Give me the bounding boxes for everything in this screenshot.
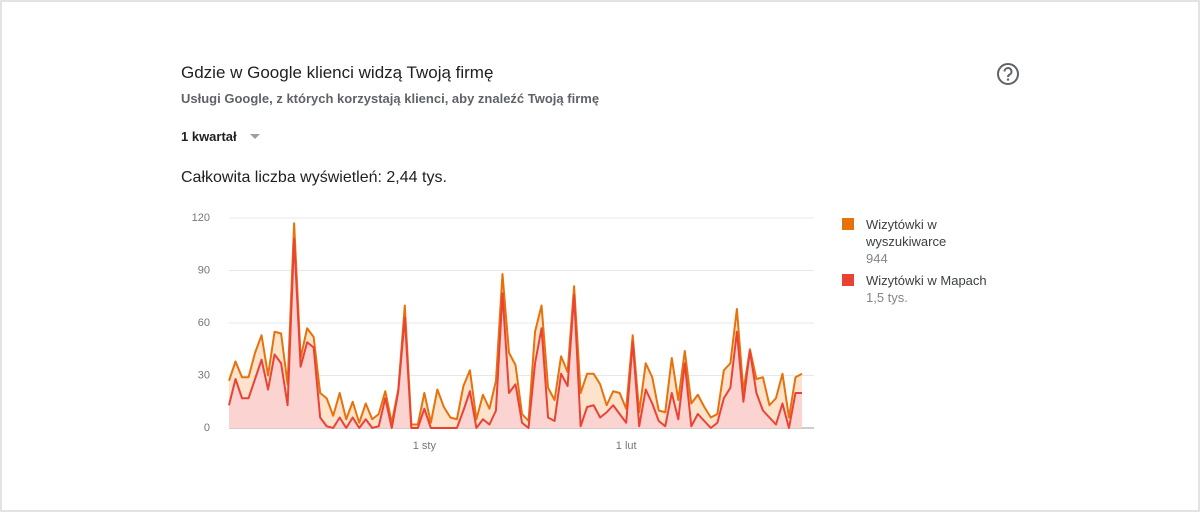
y-tick-label: 0 [204,422,210,434]
subtitle: Usługi Google, z których korzystają klie… [181,91,600,106]
series-line [228,238,802,429]
legend-item: Wizytówki w wyszukiwarce 944 [842,216,1012,268]
series-line [228,222,803,426]
y-tick-label: 120 [192,212,210,224]
y-tick-label: 90 [198,264,210,276]
dropdown-arrow [250,134,261,139]
x-tick-label: 1 sty [413,440,437,452]
legend-swatch [842,218,854,230]
legend-total: 944 [866,251,888,266]
legend-swatch [842,274,854,286]
legend-item: Wizytówki w Mapach 1,5 tys. [842,272,1012,307]
legend: Wizytówki w wyszukiwarce 944 Wizytówki w M… [842,216,1012,311]
total-views: Całkowita liczba wyświetleń: 2,44 tys. [181,169,447,186]
help-icon[interactable] [995,61,1021,87]
x-tick-label: 1 lut [616,440,637,452]
legend-total: 1,5 tys. [866,290,908,305]
chart: 0 30 60 90 120 1 sty 1 lut [192,212,814,452]
title: Gdzie w Google klienci widzą Twoją firmę [181,63,494,82]
period-dropdown[interactable]: 1 kwartał [181,129,266,144]
y-tick-label: 30 [198,369,210,381]
area-fill [229,239,802,428]
y-tick-label: 60 [198,317,210,329]
period-label: 1 kwartał [181,129,237,144]
legend-name: Wizytówki w Mapach [866,273,987,288]
legend-name: Wizytówki w wyszukiwarce [866,217,947,249]
